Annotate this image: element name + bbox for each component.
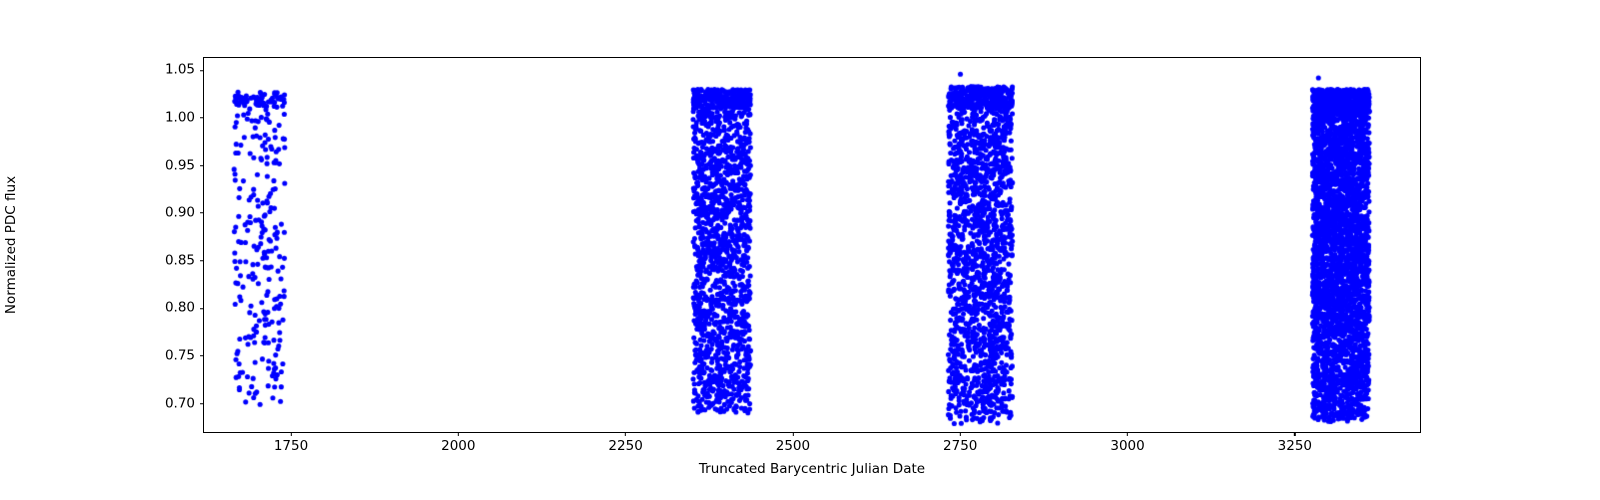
y-axis-title-text: Normalized PDC flux [3, 175, 19, 315]
x-axis-tick: 2000 [441, 432, 475, 454]
y-axis-tick: 0.90 [165, 206, 204, 220]
y-axis-tick: 1.00 [165, 111, 204, 125]
x-axis-tick-mark [1294, 432, 1296, 436]
y-axis-tick-label: 0.75 [164, 347, 195, 364]
x-axis-tick-mark [290, 432, 292, 436]
x-axis-tick: 3000 [1110, 432, 1145, 454]
x-axis-tick-label: 2000 [441, 438, 476, 454]
y-axis-tick-mark [200, 355, 204, 357]
x-axis-tick: 2750 [943, 432, 977, 454]
y-axis-tick-mark [200, 212, 204, 214]
y-axis-tick: 0.70 [164, 394, 204, 411]
x-axis-tick: 2250 [608, 432, 643, 454]
y-axis-tick: 0.85 [164, 252, 204, 268]
x-axis-tick: 1750 [274, 432, 308, 454]
y-axis-tick-mark [200, 117, 204, 119]
y-axis-tick-label: 1.05 [164, 61, 195, 78]
y-axis-tick-label: 1.00 [164, 109, 195, 126]
x-axis-tick-label: 1750 [273, 438, 309, 454]
x-axis-tick: 3250 [1278, 432, 1312, 454]
scatter-plot-area [204, 58, 1420, 432]
x-axis-tick-mark [625, 432, 627, 436]
y-axis-tick-label: 0.85 [164, 252, 195, 268]
y-axis-tick-label: 0.95 [164, 156, 195, 173]
y-axis-tick-label: 0.70 [164, 394, 195, 411]
x-axis-tick-mark [1126, 432, 1129, 436]
y-axis-tick-mark [200, 260, 204, 262]
y-axis-tick-mark [200, 402, 204, 405]
y-axis-title: Normalized PDC flux [0, 57, 22, 433]
x-axis-tick-label: 3250 [1277, 438, 1313, 454]
y-axis-tick-label: 0.80 [164, 299, 195, 316]
y-axis-tick: 0.95 [164, 156, 204, 173]
x-axis-tick-mark [457, 432, 459, 436]
y-axis-tick-mark [200, 165, 204, 167]
x-axis-tick-mark [959, 432, 961, 436]
y-axis-tick: 1.05 [164, 61, 204, 78]
x-axis-tick-label: 2500 [775, 438, 811, 454]
x-axis-tick-mark [792, 432, 794, 436]
y-axis-tick-label: 0.90 [164, 204, 195, 221]
x-axis-tick-label: 3000 [1110, 438, 1145, 454]
y-axis-tick: 0.80 [164, 299, 204, 316]
x-axis-tick-label: 2750 [943, 438, 978, 454]
y-axis-tick-mark [200, 307, 204, 309]
x-axis-tick-label: 2250 [608, 438, 643, 454]
x-axis-title: Truncated Barycentric Julian Date [698, 461, 926, 477]
plot-axes: 0.70 0.75 0.80 0.85 0.90 0.95 1.00 1.05 1750 200… [165, 57, 1421, 453]
x-axis-tick: 2500 [776, 432, 810, 454]
y-axis-tick: 0.75 [165, 349, 204, 363]
y-axis-tick-mark [200, 69, 204, 71]
